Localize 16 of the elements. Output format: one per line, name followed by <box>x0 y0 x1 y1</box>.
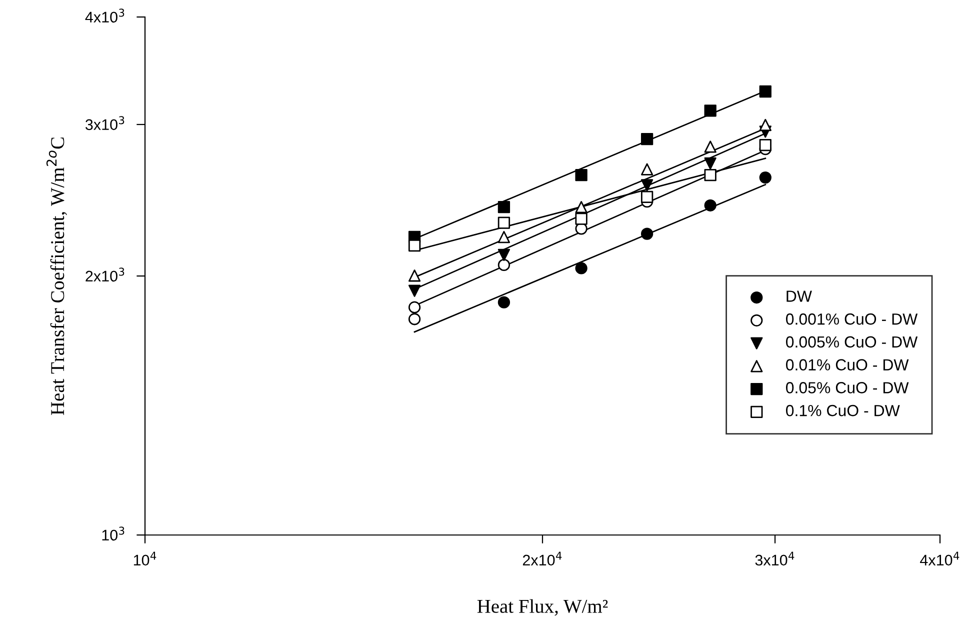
x-tick-label: 4x10$^{4}$ <box>920 552 960 566</box>
y-tick-label: 10$^{3}$ <box>102 526 124 541</box>
y-tick-label: 2x10$^{3}$ <box>86 268 124 282</box>
x-tick-label: 10$^{4}$ <box>134 552 156 566</box>
legend-label: 0.001% CuO - DW <box>786 313 918 325</box>
legend-label: 0.05% CuO - DW <box>786 382 909 394</box>
y-axis-title: Heat Transfer Coefficient, W/m$^{2o}$C <box>46 138 67 415</box>
legend-label: DW <box>786 290 812 302</box>
x-tick-label: 2x10$^{4}$ <box>522 552 562 566</box>
y-tick-label: 4x10$^{3}$ <box>85 8 124 23</box>
x-tick-label: 3x10$^{4}$ <box>755 552 794 566</box>
legend-label: 0.01% CuO - DW <box>786 359 909 370</box>
legend-label: 0.1% CuO - DW <box>786 404 900 416</box>
legend-label: 0.005% CuO - DW <box>786 336 918 348</box>
y-tick-label: 3x10$^{3}$ <box>86 116 124 130</box>
x-axis-title: Heat Flux, W/m² <box>477 599 608 616</box>
